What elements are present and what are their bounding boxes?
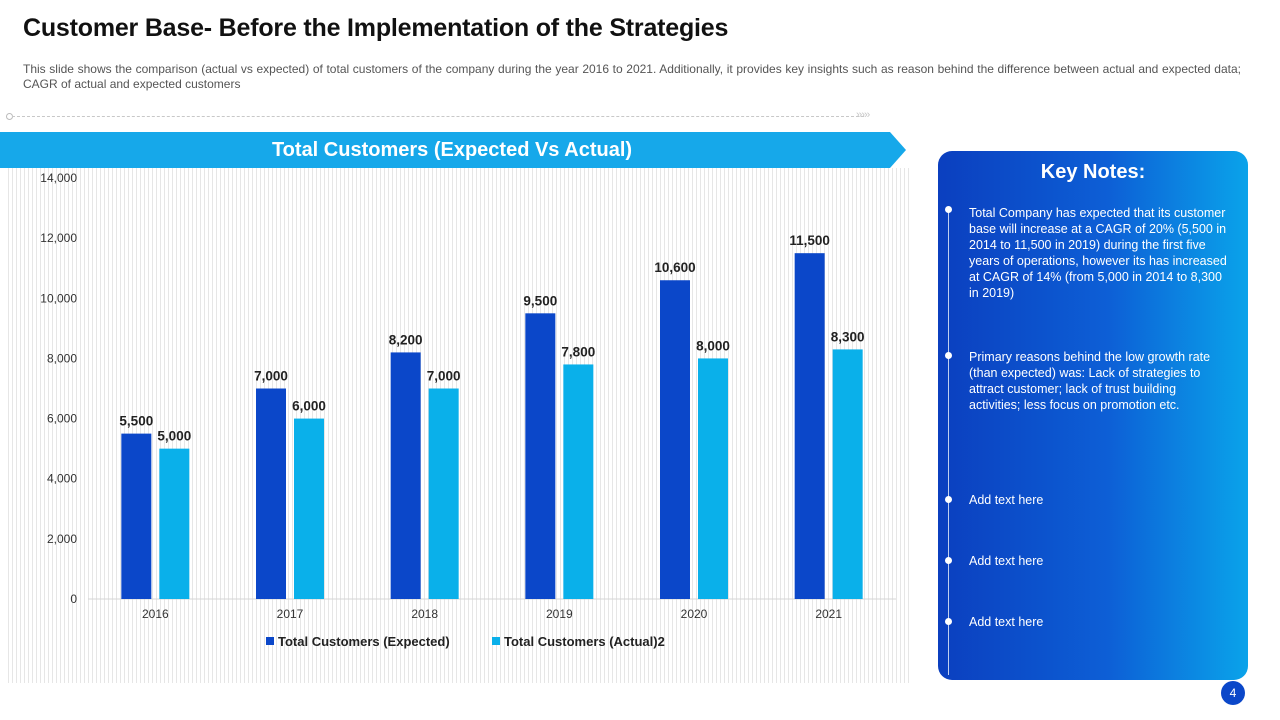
page-number: 4 — [1221, 681, 1245, 705]
data-label: 8,200 — [389, 332, 423, 347]
x-tick-label: 2016 — [142, 607, 169, 621]
data-label: 9,500 — [523, 293, 557, 308]
y-tick-label: 4,000 — [47, 472, 77, 486]
legend-label: Total Customers (Expected) — [278, 634, 450, 649]
bar-actual-2018 — [428, 388, 459, 599]
y-tick-label: 6,000 — [47, 412, 77, 426]
key-notes-panel: Key Notes: Total Company has expected th… — [938, 151, 1248, 680]
y-tick-label: 2,000 — [47, 532, 77, 546]
y-tick-label: 0 — [70, 592, 77, 606]
data-label: 8,300 — [831, 329, 865, 344]
chart-title-banner: Total Customers (Expected Vs Actual) — [0, 132, 906, 168]
bullet-dot-icon — [945, 206, 952, 213]
bar-expected-2019 — [525, 313, 556, 599]
chart-panel: 0 2,000 4,000 6,000 8,000 10,000 12,000 14,000 2… — [8, 168, 910, 683]
y-tick-label: 8,000 — [47, 351, 77, 365]
bar-expected-2018 — [390, 352, 421, 599]
data-label: 6,000 — [292, 399, 326, 414]
bullet-dot-icon — [945, 618, 952, 625]
legend-label: Total Customers (Actual)2 — [504, 634, 665, 649]
data-label: 7,000 — [427, 369, 461, 384]
x-tick-label: 2019 — [546, 607, 573, 621]
bullet-dot-icon — [945, 557, 952, 564]
bar-actual-2019 — [563, 364, 594, 599]
key-notes-title: Key Notes: — [1040, 161, 1146, 183]
chevrons-icon: ››››› — [856, 109, 870, 121]
bullet-dot-icon — [945, 496, 952, 503]
x-tick-label: 2018 — [411, 607, 438, 621]
data-label: 11,500 — [789, 233, 830, 248]
slide-subtitle: This slide shows the comparison (actual … — [23, 62, 1241, 91]
key-note-5: Add text here — [969, 615, 1044, 629]
data-label: 5,000 — [157, 429, 191, 444]
bar-chart: 0 2,000 4,000 6,000 8,000 10,000 12,000 14,000 2… — [40, 171, 896, 649]
chart-title: Total Customers (Expected Vs Actual) — [271, 138, 633, 161]
x-tick-label: 2020 — [681, 607, 708, 621]
key-note-2: Primary reasons behind the low growth ra… — [969, 350, 1211, 412]
data-label: 7,800 — [561, 344, 595, 359]
bar-actual-2020 — [698, 358, 728, 599]
data-label: 8,000 — [696, 338, 730, 353]
bar-actual-2021 — [832, 349, 863, 599]
y-tick-label: 10,000 — [40, 291, 77, 305]
x-tick-label: 2021 — [815, 607, 842, 621]
slide-title: Customer Base- Before the Implementation… — [23, 14, 729, 42]
legend-swatch-icon — [492, 637, 500, 645]
legend-swatch-icon — [266, 637, 274, 645]
y-tick-label: 12,000 — [40, 231, 77, 245]
key-note-1: Total Company has expected that its cust… — [969, 206, 1227, 300]
bar-expected-2016 — [121, 433, 152, 599]
divider-line — [12, 116, 864, 117]
section-divider — [6, 113, 864, 121]
data-label: 7,000 — [254, 369, 288, 384]
bar-expected-2021 — [794, 253, 825, 599]
key-note-3: Add text here — [969, 493, 1044, 507]
bar-expected-2020 — [660, 280, 690, 599]
bar-expected-2017 — [256, 388, 286, 599]
x-tick-label: 2017 — [277, 607, 304, 621]
bullet-dot-icon — [945, 352, 952, 359]
data-label: 10,600 — [654, 260, 695, 275]
bar-actual-2016 — [159, 448, 190, 599]
bar-actual-2017 — [294, 418, 324, 599]
data-label: 5,500 — [119, 414, 153, 429]
notes-timeline — [948, 209, 949, 675]
y-tick-label: 14,000 — [40, 171, 77, 185]
key-note-4: Add text here — [969, 554, 1044, 568]
